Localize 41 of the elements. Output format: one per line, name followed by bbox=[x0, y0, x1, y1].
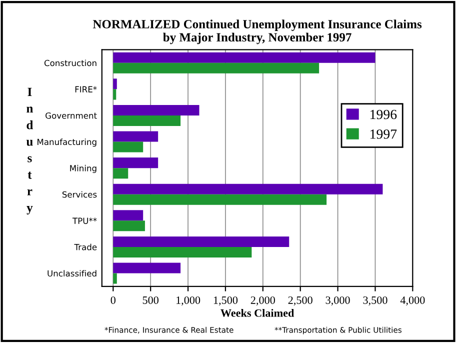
bar bbox=[113, 168, 128, 179]
y-tick-label: TPU** bbox=[72, 218, 97, 224]
y-tick-label: FIRE* bbox=[75, 86, 97, 92]
y-tick-label: Mining bbox=[70, 164, 96, 173]
bar bbox=[113, 89, 116, 100]
x-axis-title: Weeks Claimed bbox=[220, 308, 294, 317]
x-tick-label: 3,000 bbox=[326, 296, 350, 306]
y-tick-label: Unclassified bbox=[48, 270, 96, 277]
y-tick-label: Trade bbox=[74, 244, 97, 250]
bar bbox=[113, 158, 158, 168]
bar bbox=[113, 62, 320, 74]
legend-label: 1996 bbox=[370, 110, 397, 120]
bar bbox=[113, 194, 327, 205]
bar bbox=[113, 131, 158, 142]
x-tick-label: 500 bbox=[142, 296, 158, 304]
x-tick-label: 2,000 bbox=[250, 296, 275, 306]
bar bbox=[113, 142, 144, 152]
bar bbox=[113, 210, 144, 221]
bar bbox=[113, 262, 181, 274]
legend-label: 1997 bbox=[370, 129, 397, 139]
bar bbox=[113, 184, 383, 194]
y-tick-label: Government bbox=[46, 112, 97, 119]
bar bbox=[113, 115, 181, 126]
bar bbox=[113, 104, 200, 116]
x-tick-label: 0 bbox=[110, 296, 116, 304]
bar bbox=[113, 220, 145, 232]
x-tick-label: 1,000 bbox=[176, 296, 200, 306]
bar bbox=[113, 78, 117, 90]
y-axis-title: Industry bbox=[26, 88, 34, 214]
bar bbox=[113, 52, 376, 63]
y-tick-label: Construction bbox=[44, 60, 96, 66]
y-tick-label: Services bbox=[62, 191, 97, 198]
x-tick-label: 3,500 bbox=[363, 296, 388, 306]
chart-title: NORMALIZED Continued Unemployment Insurance Claims by Major Industry, November 1997 bbox=[92, 20, 422, 44]
x-tick-label: 1,500 bbox=[214, 296, 238, 306]
x-tick-label: 4,000 bbox=[400, 296, 425, 306]
x-tick-label: 2,500 bbox=[288, 296, 312, 306]
bar bbox=[113, 236, 290, 247]
bar bbox=[113, 246, 252, 258]
bar bbox=[113, 273, 117, 284]
y-tick-label: Manufacturing bbox=[38, 138, 96, 147]
